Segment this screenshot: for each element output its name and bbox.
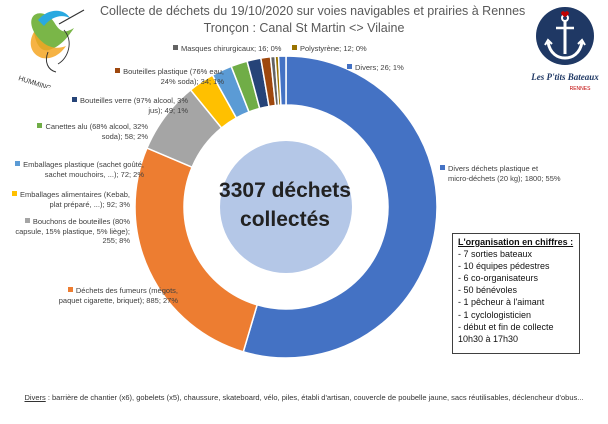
svg-text:Les P'tits Bateaux: Les P'tits Bateaux (530, 72, 599, 82)
center-total-label: 3307 déchets collectés (200, 176, 370, 234)
label-fumeurs: Déchets des fumeurs (mégots, paquet ciga… (58, 286, 178, 305)
label-bouchons: Bouchons de bouteilles (80% capsule, 15%… (15, 217, 130, 245)
legend-marker (24, 218, 30, 223)
legend-marker (440, 165, 445, 170)
organisation-item: - 50 bénévoles (458, 285, 518, 296)
legend-marker (292, 45, 297, 50)
organisation-title: L'organisation en chiffres : (458, 237, 574, 247)
donut-slice-10 (277, 55, 287, 106)
legend-marker (15, 161, 21, 166)
label-bouteilles-verre: Bouteilles verre (97% alcool, 3% jus); 4… (58, 96, 188, 115)
title-line-1: Collecte de déchets du 19/10/2020 sur vo… (100, 4, 526, 18)
label-bouteilles-plastique: Bouteilles plastique (76% eau, 24% soda)… (94, 67, 224, 86)
organisation-item: - 1 cyclologisticien (458, 309, 532, 320)
label-masques: Masques chirurgicaux; 16; 0% (173, 44, 281, 54)
legend-marker (115, 68, 121, 73)
center-disc (220, 141, 352, 273)
label-polystyrene: Polystyrène; 12; 0% (292, 44, 367, 54)
legend-marker (67, 287, 73, 292)
svg-text:HUMMING - EARTH: HUMMING - EARTH (17, 75, 80, 88)
label-divers: Divers; 26; 1% (347, 63, 404, 73)
legend-marker (11, 191, 17, 196)
donut-slices (134, 55, 438, 359)
divers-footnote-label: Divers (24, 393, 46, 402)
svg-text:RENNES: RENNES (570, 86, 592, 92)
title-line-2: Tronçon : Canal St Martin <> Vilaine (203, 21, 405, 35)
label-emballages-plastique: Emballages plastique (sachet goûté, sach… (4, 160, 144, 179)
humming-earth-logo: HUMMING - EARTH (4, 2, 96, 102)
organisation-item: - 1 pêcheur à l'aimant (458, 297, 545, 308)
anchor-logo-icon: Les P'tits Bateaux RENNES (530, 7, 599, 92)
divers-footnote: Divers : barrière de chantier (x6), gobe… (20, 393, 588, 403)
label-emballages-alimentaires: Emballages alimentaires (Kebab, plat pré… (4, 190, 130, 209)
organisation-item: - 6 co-organisateurs (458, 273, 539, 284)
legend-marker (347, 64, 352, 69)
donut-slice-0 (242, 55, 438, 359)
center-line-2: collectés (240, 208, 330, 231)
legend-marker (173, 45, 178, 50)
organisation-item: - 10 équipes pédestres (458, 261, 550, 272)
organisation-item: 10h30 à 17h30 (458, 333, 519, 344)
organisation-item: - début et fin de collecte (458, 321, 554, 332)
divers-footnote-text: : barrière de chantier (x6), gobelets (x… (45, 393, 584, 402)
chart-title: Collecte de déchets du 19/10/2020 sur vo… (100, 3, 526, 37)
organisation-item: - 7 sorties bateaux (458, 249, 533, 260)
hummingbird-icon: HUMMING - EARTH (17, 9, 85, 102)
center-line-1: 3307 déchets (219, 179, 351, 202)
legend-marker (37, 123, 43, 128)
legend-marker (72, 97, 78, 102)
organisation-box: L'organisation en chiffres : - 7 sorties… (452, 233, 580, 354)
label-plastique: Divers déchets plastique et micro-déchet… (440, 164, 570, 183)
ptits-bateaux-logo: Les P'tits Bateaux RENNES (528, 4, 602, 96)
label-canettes: Canettes alu (68% alcool, 32% soda); 58;… (20, 122, 148, 141)
